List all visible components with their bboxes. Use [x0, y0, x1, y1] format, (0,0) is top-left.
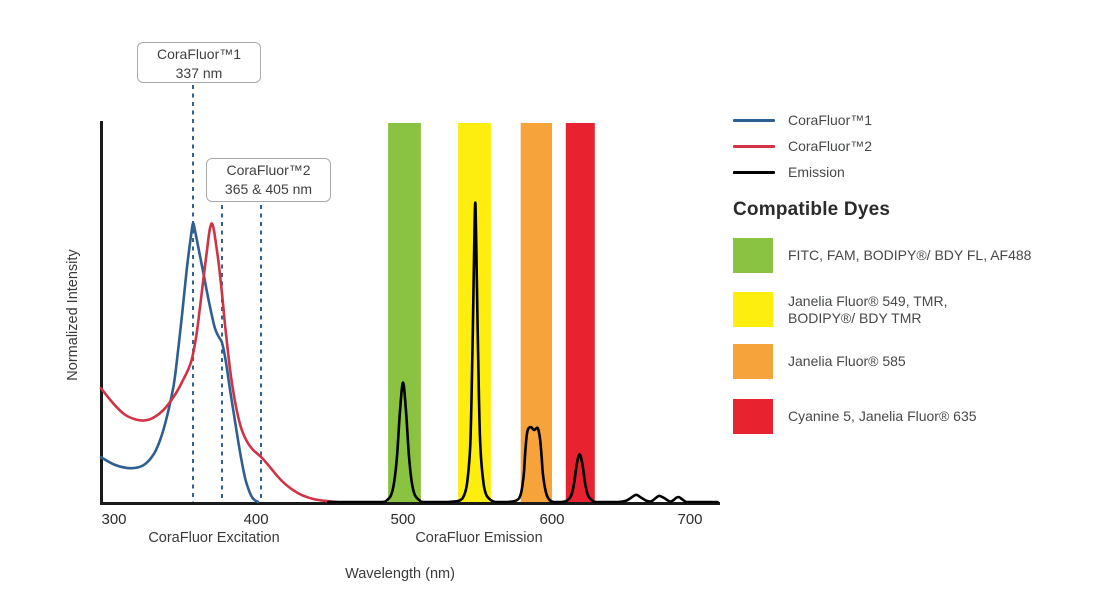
x-tick-label: 300	[101, 511, 126, 528]
x-axis-title: Wavelength (nm)	[345, 566, 455, 582]
dye-item-red: Cyanine 5, Janelia Fluor® 635	[733, 399, 977, 434]
dye-item-label: FITC, FAM, BODIPY®/ BDY FL, AF488	[788, 247, 1032, 263]
legend-item-label: CoraFluor™2	[788, 138, 873, 154]
x-tick-label: 700	[677, 511, 702, 528]
dye-item-orange: Janelia Fluor® 585	[733, 344, 906, 379]
dye-item-label: Cyanine 5, Janelia Fluor® 635	[788, 408, 977, 424]
dye-item-label: BODIPY®/ BDY TMR	[788, 309, 922, 326]
corafluor2-line-swatch	[733, 144, 775, 148]
dye-item-green: FITC, FAM, BODIPY®/ BDY FL, AF488	[733, 238, 1031, 273]
corafluor1-line-swatch	[733, 118, 775, 122]
dye-item-label: Janelia Fluor® 585	[788, 353, 906, 369]
dye-bands-group	[388, 123, 595, 502]
x-tick-labels-group: 300 400 500 600 700	[101, 511, 702, 528]
orange-dye-swatch	[733, 344, 773, 379]
spectra-chart: 300 400 500 600 700 CoraFluor Excitation Cor…	[65, 85, 720, 582]
green-dye-swatch	[733, 238, 773, 273]
cf2-peak-callout: CoraFluor™2 365 & 405 nm	[206, 158, 331, 202]
legend-item-label: Emission	[788, 164, 845, 180]
dye-item-label: Janelia Fluor® 549, TMR,	[788, 292, 948, 309]
excitation-caption: CoraFluor Excitation	[148, 530, 279, 546]
legend-item-emission: Emission	[733, 163, 845, 181]
y-axis-title: Normalized Intensity	[65, 249, 81, 381]
red-dye-swatch	[733, 399, 773, 434]
cf2-callout-wavelength: 365 & 405 nm	[224, 181, 313, 197]
yellow-dye-swatch	[733, 292, 773, 327]
dye-band	[388, 123, 421, 502]
cf2-callout-name: CoraFluor™2	[226, 162, 311, 178]
dye-item-yellow: Janelia Fluor® 549, TMR, BODIPY®/ BDY TM…	[733, 292, 947, 327]
cf1-callout-wavelength: 337 nm	[175, 65, 223, 81]
x-tick-label: 500	[390, 511, 415, 528]
compatible-dyes-heading: Compatible Dyes	[733, 199, 891, 220]
legend-item-corafluor2: CoraFluor™2	[733, 137, 872, 155]
emission-caption: CoraFluor Emission	[415, 530, 542, 546]
x-tick-label: 600	[539, 511, 564, 528]
dye-band	[565, 123, 595, 502]
spectra-curves-group	[99, 201, 719, 504]
legend-item-label: CoraFluor™1	[788, 112, 873, 128]
cf1-peak-callout: CoraFluor™1 337 nm	[137, 42, 261, 83]
legend-item-corafluor1: CoraFluor™1	[733, 111, 872, 129]
emission-line-swatch	[733, 170, 775, 174]
series-corafluor1-excitation	[99, 221, 260, 504]
marker-lines-group	[192, 85, 262, 502]
legend-panel: CoraFluor™1 CoraFluor™2 Emission Compati…	[733, 0, 1105, 612]
series-emission	[327, 201, 719, 504]
series-corafluor2-excitation	[99, 222, 339, 504]
dye-band	[458, 123, 491, 502]
x-tick-label: 400	[244, 511, 269, 528]
cf1-callout-name: CoraFluor™1	[156, 46, 242, 62]
